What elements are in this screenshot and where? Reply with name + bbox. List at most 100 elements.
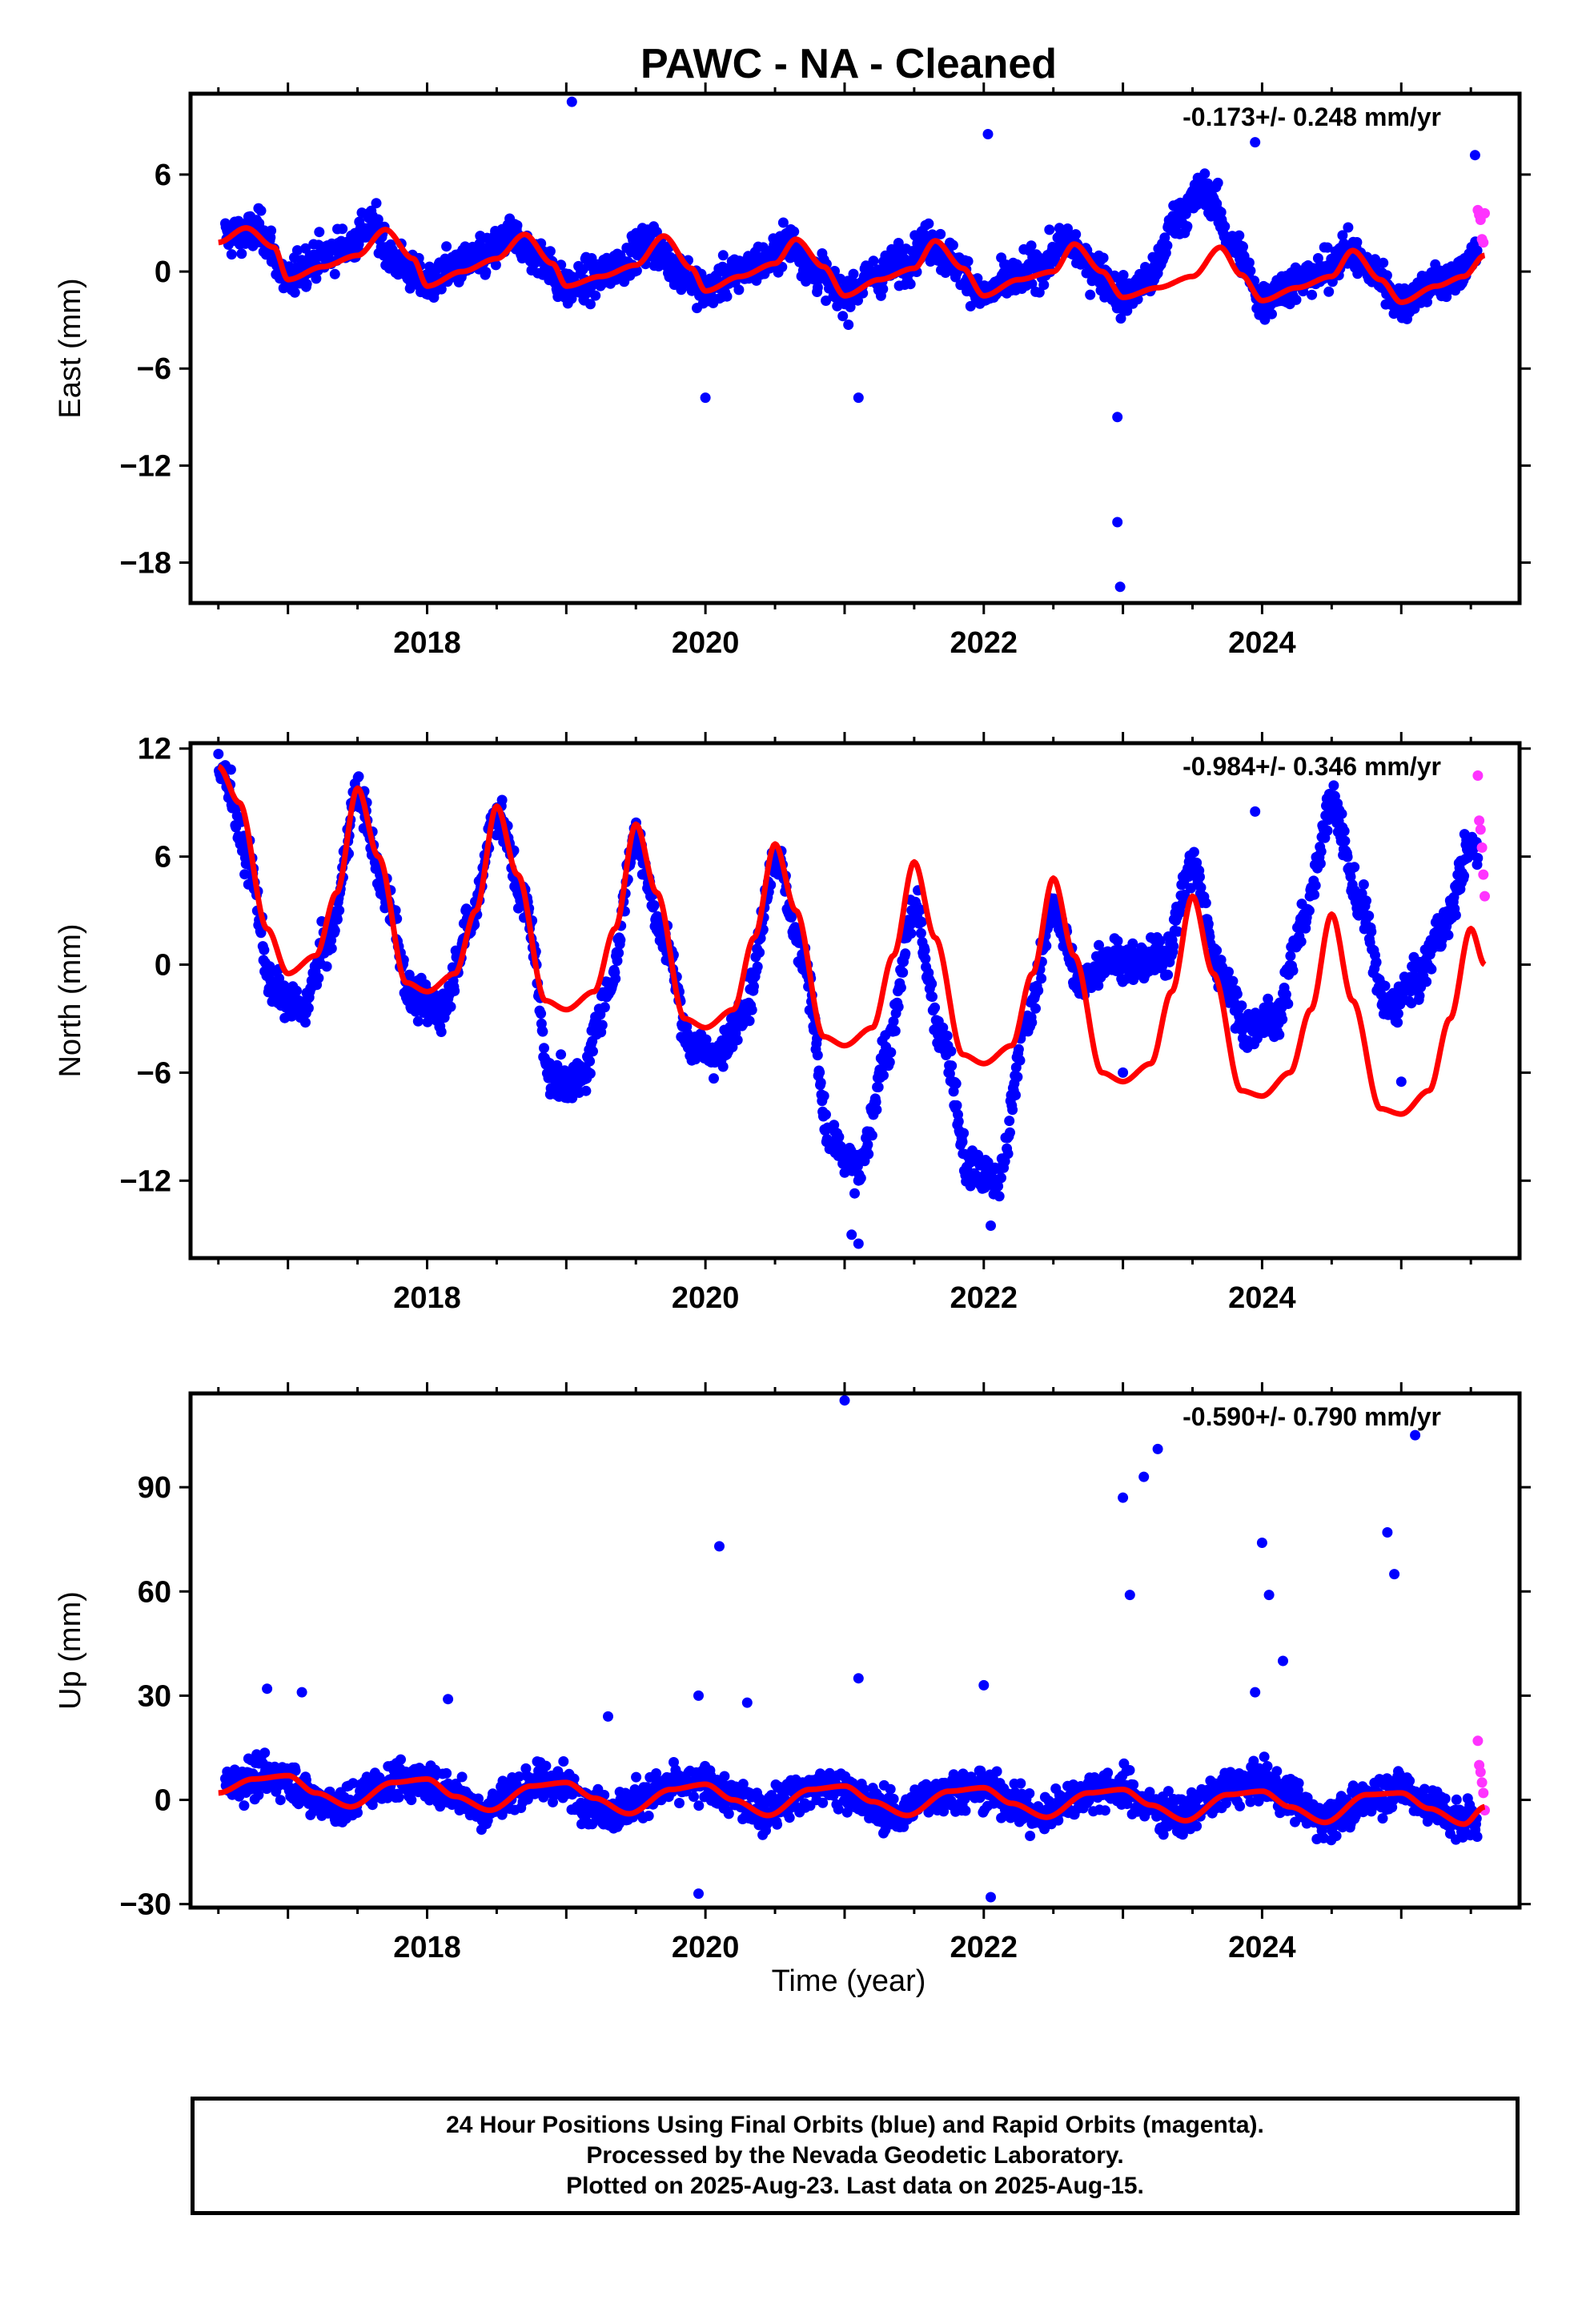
y-tick-label: −6 — [137, 1056, 171, 1090]
y-axis-label: East (mm) — [54, 278, 87, 418]
final-orbit-point — [326, 943, 337, 954]
final-orbit-point — [950, 1078, 962, 1089]
final-orbit-point — [1322, 825, 1333, 836]
final-orbit-point — [422, 1016, 433, 1027]
final-orbit-point — [396, 1754, 406, 1765]
final-orbit-point — [441, 1767, 452, 1779]
final-orbit-point — [1280, 989, 1291, 1000]
final-orbit-point — [700, 392, 711, 404]
final-orbit-point — [1267, 308, 1277, 320]
y-tick-label: 0 — [155, 255, 171, 289]
final-orbit-point — [821, 296, 832, 306]
final-orbit-point — [942, 1031, 953, 1041]
final-orbit-point — [862, 1139, 873, 1150]
final-orbit-point — [789, 226, 800, 237]
final-orbit-point — [1203, 919, 1214, 930]
final-orbit-point — [496, 794, 508, 806]
final-orbit-point — [461, 903, 472, 915]
final-orbit-point — [855, 1172, 866, 1184]
y-tick-label: 12 — [138, 733, 171, 766]
x-tick-label: 2020 — [672, 626, 740, 660]
final-orbit-point — [1098, 252, 1109, 263]
final-orbit-point — [539, 1043, 549, 1054]
final-orbit-point — [225, 764, 236, 775]
final-orbit-point — [1127, 938, 1138, 949]
final-orbit-point — [1250, 806, 1261, 817]
final-orbit-point — [1034, 287, 1045, 298]
final-orbit-point — [1395, 1076, 1407, 1088]
final-orbit-point — [599, 1002, 610, 1013]
final-orbit-point — [915, 904, 926, 915]
final-orbit-point — [812, 1050, 823, 1061]
final-orbit-point — [947, 239, 958, 251]
plot-frame — [188, 741, 1522, 1261]
final-orbit-point — [863, 1148, 874, 1160]
final-orbit-point — [313, 972, 324, 983]
final-orbit-point — [1366, 926, 1377, 937]
final-orbit-point — [957, 1136, 968, 1148]
final-orbit-point — [1349, 862, 1360, 873]
final-orbit-point — [1118, 270, 1129, 280]
final-orbit-point — [893, 1001, 904, 1012]
model-curve — [217, 225, 1487, 305]
final-orbit-point — [1195, 871, 1205, 883]
final-orbit-point — [1093, 980, 1104, 991]
final-orbit-point — [1283, 999, 1294, 1009]
final-orbit-point — [693, 1800, 705, 1811]
final-orbit-point — [843, 320, 854, 330]
final-orbit-point — [1450, 910, 1461, 921]
final-orbit-point — [1336, 808, 1347, 819]
final-orbit-point — [1421, 976, 1432, 987]
final-orbit-point — [982, 129, 994, 139]
final-orbit-point — [291, 985, 302, 996]
final-orbit-point — [1211, 945, 1223, 956]
final-orbit-point — [885, 1047, 897, 1058]
final-orbit-point — [923, 218, 934, 229]
final-orbit-point — [337, 223, 348, 235]
final-orbit-point — [833, 1132, 845, 1143]
final-orbit-point — [996, 1172, 1006, 1184]
final-orbit-point — [1322, 242, 1333, 253]
final-orbit-point — [853, 392, 864, 404]
final-orbit-point — [275, 1795, 286, 1806]
data-points — [220, 1395, 1490, 1903]
final-orbit-point — [1243, 257, 1255, 268]
final-orbit-point — [951, 1100, 962, 1111]
final-orbit-point — [1004, 1116, 1015, 1127]
final-orbit-point — [1041, 940, 1052, 951]
final-orbit-point — [1219, 221, 1231, 232]
final-orbit-point — [253, 1789, 264, 1800]
rapid-orbit-point — [1478, 869, 1489, 880]
final-orbit-point — [1188, 846, 1199, 858]
final-orbit-point — [1323, 286, 1335, 297]
final-orbit-point — [846, 1229, 857, 1240]
x-axis-label: Time (year) — [772, 1964, 926, 1998]
final-orbit-point — [1234, 230, 1245, 241]
final-orbit-point — [1472, 245, 1483, 256]
final-orbit-point — [1285, 951, 1296, 962]
final-orbit-point — [371, 198, 382, 209]
final-orbit-point — [1274, 1029, 1285, 1040]
final-orbit-point — [1200, 898, 1211, 909]
final-orbit-point — [1112, 935, 1123, 947]
final-orbit-point — [566, 96, 577, 107]
final-orbit-point — [1312, 253, 1323, 263]
final-orbit-point — [372, 214, 383, 225]
final-orbit-point — [1238, 241, 1248, 252]
final-orbit-point — [935, 228, 946, 239]
final-orbit-point — [719, 1771, 730, 1782]
final-orbit-point — [986, 1220, 996, 1231]
final-orbit-point — [837, 311, 849, 322]
final-orbit-point — [588, 1046, 598, 1057]
final-orbit-point — [329, 925, 340, 936]
final-orbit-point — [1168, 941, 1179, 951]
final-orbit-point — [615, 935, 626, 946]
final-orbit-point — [946, 1046, 957, 1057]
final-orbit-point — [1236, 1000, 1247, 1011]
final-orbit-point — [905, 928, 917, 939]
final-orbit-point — [236, 248, 247, 259]
velocity-annotation: -0.173+/- 0.248 mm/yr — [1182, 103, 1441, 131]
final-orbit-point — [1026, 1017, 1038, 1028]
y-axis-label: North (mm) — [54, 923, 87, 1077]
